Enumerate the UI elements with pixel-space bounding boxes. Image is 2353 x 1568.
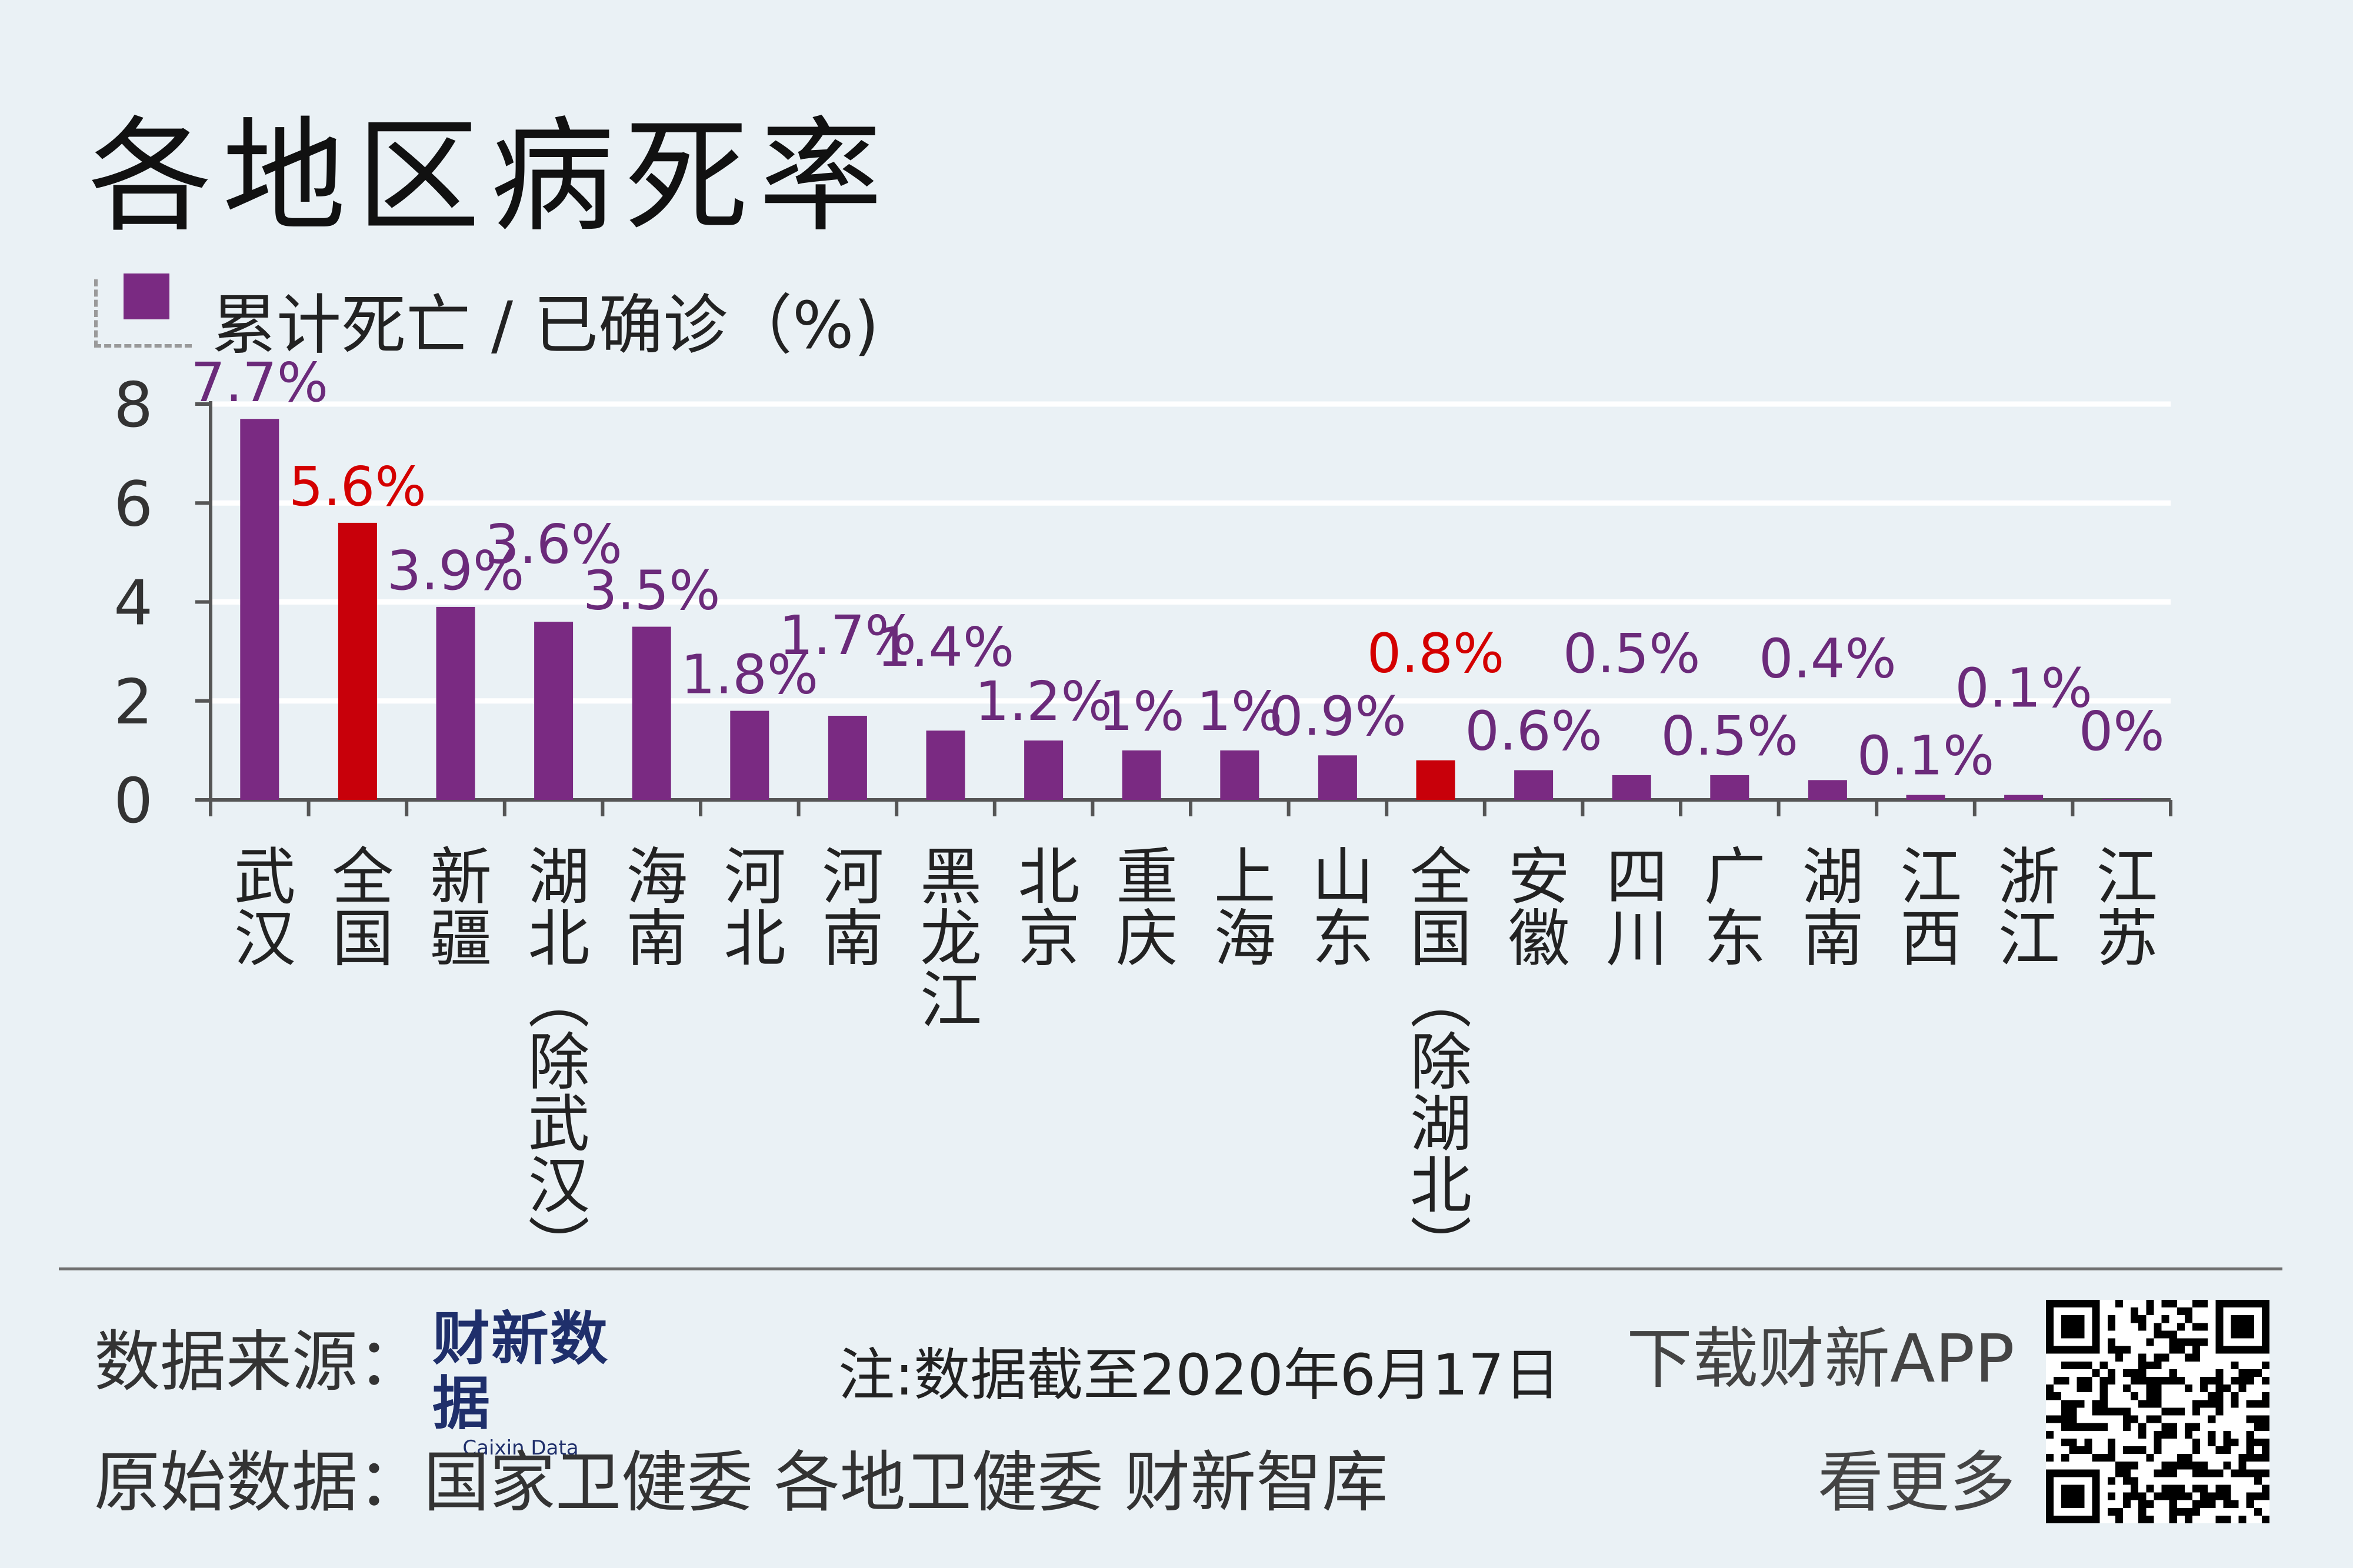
data-label: 0.8% xyxy=(1367,622,1505,685)
date-note: 注:数据截至2020年6月17日 xyxy=(838,1342,1561,1408)
legend-label: 累计死亡 / 已确诊（%) xyxy=(212,288,879,363)
legend-bracket xyxy=(94,279,192,348)
bar xyxy=(436,606,475,800)
data-label: 0.6% xyxy=(1465,700,1602,763)
y-tick-label: 0 xyxy=(114,765,153,837)
legend: 累计死亡 / 已确诊（%) xyxy=(94,268,1035,363)
bar xyxy=(1416,760,1455,800)
download-app-text: 下载财新APP xyxy=(1627,1321,2015,1397)
bar-chart: 0 2 4 6 8 7.7% 武汉 5.6% 全国 3.9% 新疆 3.6% 湖北（除武汉） 3.5% 海南… xyxy=(114,351,2172,1265)
original-source: 原始数据：国家卫健委 各地卫健委 财新智库 xyxy=(94,1444,1388,1521)
logo-main-text: 财新数据 xyxy=(432,1306,609,1437)
data-label: 1.2% xyxy=(975,670,1112,733)
category-label: 四川 xyxy=(1596,844,1668,968)
y-tick-label: 6 xyxy=(114,468,153,540)
category-label: 江西 xyxy=(1890,844,1962,968)
category-label: 新疆 xyxy=(420,844,492,968)
category-label: 江苏 xyxy=(2086,844,2158,968)
category-label: 北京 xyxy=(1008,844,1079,968)
data-label: 5.6% xyxy=(289,455,426,518)
category-label: 河北 xyxy=(714,844,785,968)
data-label: 3.5% xyxy=(583,559,721,622)
caixin-data-logo: 财新数据 Caixin Data xyxy=(432,1307,656,1460)
category-label: 山东 xyxy=(1302,844,1374,968)
bar xyxy=(1318,755,1357,800)
data-label: 7.7% xyxy=(191,351,328,414)
category-label: 广东 xyxy=(1694,844,1765,968)
see-more-text: 看更多 xyxy=(1818,1444,2015,1521)
data-label: 1.4% xyxy=(877,616,1015,679)
category-label: 河南 xyxy=(812,844,884,968)
data-label: 1% xyxy=(1197,680,1282,743)
category-label: 浙江 xyxy=(1988,844,2059,968)
data-label: 0% xyxy=(2079,700,2165,763)
qr-code[interactable] xyxy=(2046,1300,2269,1523)
data-label: 0.5% xyxy=(1661,705,1798,768)
y-tick-label: 8 xyxy=(114,369,153,441)
category-label: 全国（除湖北） xyxy=(1400,844,1472,1265)
bar xyxy=(828,715,867,800)
bar xyxy=(926,730,965,800)
bar xyxy=(1122,750,1161,800)
data-label: 1.7% xyxy=(779,604,916,667)
bar xyxy=(534,622,574,800)
bar xyxy=(1710,775,1749,800)
data-label: 1.8% xyxy=(681,643,818,706)
data-label: 3.6% xyxy=(485,513,622,576)
bar xyxy=(240,419,279,800)
data-label: 0.4% xyxy=(1759,627,1897,690)
category-label: 上海 xyxy=(1204,844,1275,968)
bar xyxy=(2004,795,2044,800)
y-tick-label: 4 xyxy=(114,568,153,639)
bar xyxy=(338,522,377,800)
bar xyxy=(1220,750,1259,800)
footer-divider xyxy=(59,1267,2282,1270)
bar xyxy=(1612,775,1651,800)
data-label: 1% xyxy=(1099,680,1185,743)
source-label: 数据来源： xyxy=(94,1324,424,1400)
category-label: 重庆 xyxy=(1106,844,1178,968)
bar xyxy=(1514,770,1554,800)
bar xyxy=(1808,780,1847,800)
category-label: 全国 xyxy=(322,844,394,968)
category-label: 安徽 xyxy=(1498,844,1569,968)
category-label: 湖北（除武汉） xyxy=(518,844,589,1265)
bar xyxy=(730,710,769,800)
category-label: 湖南 xyxy=(1792,844,1864,968)
bar xyxy=(1906,795,1945,800)
legend-swatch xyxy=(124,273,169,319)
logo-sub-text: Caixin Data xyxy=(462,1436,579,1460)
data-label: 0.1% xyxy=(1857,725,1995,788)
data-label: 0.1% xyxy=(1955,657,2092,720)
data-label: 3.9% xyxy=(387,539,525,602)
chart-title: 各地区病死率 xyxy=(88,105,894,249)
bar xyxy=(632,626,671,800)
y-tick-label: 2 xyxy=(114,666,153,738)
data-label: 0.9% xyxy=(1269,685,1407,748)
bar xyxy=(1024,740,1064,800)
bar xyxy=(2102,799,2141,800)
data-label: 0.5% xyxy=(1563,622,1701,685)
category-label: 海南 xyxy=(616,844,688,968)
category-label: 武汉 xyxy=(224,844,295,968)
category-label: 黑龙江 xyxy=(910,844,982,1029)
